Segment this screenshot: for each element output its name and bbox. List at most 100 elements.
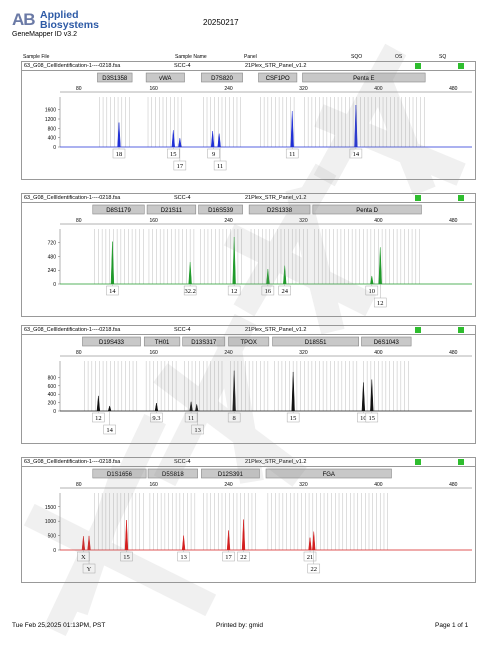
allele-label-box: [184, 412, 198, 423]
marker-label: TPOX: [241, 340, 257, 346]
y-tick-label: 1600: [45, 108, 56, 114]
col-sq: SQ: [439, 54, 447, 60]
marker-bin: [182, 336, 226, 347]
peak: [232, 370, 236, 412]
allele-label-box: [191, 424, 204, 435]
marker-label: D13S317: [191, 340, 217, 346]
marker-bin: [92, 468, 147, 479]
x-tick-label: 480: [449, 482, 458, 488]
allele-label: 11: [289, 151, 295, 158]
allele-label: 15: [123, 554, 129, 561]
allele-label: 14: [106, 427, 113, 434]
allele-label-box: [120, 551, 133, 562]
marker-bin: [198, 204, 243, 215]
marker-bin: [258, 72, 298, 83]
marker-bin: [146, 204, 197, 215]
allele-label-box: [150, 412, 163, 423]
peak: [107, 405, 112, 412]
marker-bin: [265, 468, 392, 479]
sq-status-icon: [458, 195, 464, 201]
peak: [370, 379, 374, 412]
panel-titlebar: 63_G08_CellIdentification-1----0218.fsa …: [22, 194, 475, 203]
x-tick-label: 320: [299, 86, 308, 92]
sample-name: SCC-4: [174, 459, 191, 465]
y-tick-label: 1000: [45, 519, 56, 525]
peak: [110, 241, 115, 285]
marker-bin: [143, 336, 181, 347]
electropherogram-panel-blue: 63_G08_CellIdentification-1----0218.fsa …: [21, 61, 476, 180]
marker-label: D3S1358: [102, 76, 128, 82]
peak: [171, 130, 175, 148]
sq-status-icon: [458, 459, 464, 465]
x-tick-label: 480: [449, 218, 458, 224]
allele-label: 15: [369, 415, 376, 422]
peak: [283, 265, 287, 285]
peak: [117, 122, 121, 148]
panel-name: 21Plex_STR_Panel_v1.2: [245, 459, 307, 465]
allele-label: X: [81, 554, 86, 561]
allele-label-box: [373, 297, 387, 308]
allele-label: 14: [109, 288, 116, 295]
y-tick-label: 400: [48, 392, 57, 398]
allele-label: 32.2: [184, 288, 195, 295]
allele-label-box: [207, 148, 220, 159]
electropherogram-panel-red: 63_G08_CellIdentification-1----0218.fsa …: [21, 457, 476, 583]
allele-label-box: [261, 285, 275, 296]
y-tick-label: 1500: [45, 505, 56, 511]
allele-label-box: [112, 148, 126, 159]
os-status-icon: [415, 459, 421, 465]
col-panel: Panel: [244, 54, 257, 60]
sample-name: SCC-4: [174, 327, 191, 333]
sample-name: SCC-4: [174, 63, 191, 69]
allele-label-box: [303, 551, 317, 562]
allele-label: 14: [353, 151, 360, 158]
marker-label: D16S539: [208, 208, 234, 214]
allele-label-box: [286, 412, 300, 423]
y-tick-label: 0: [53, 282, 56, 288]
allele-label-box: [177, 551, 190, 562]
allele-label: 10: [369, 288, 376, 295]
marker-label: TH01: [155, 340, 170, 346]
peak: [195, 404, 199, 412]
peak: [361, 382, 366, 412]
allele-label-box: [307, 563, 321, 574]
peak: [291, 371, 295, 412]
x-tick-label: 160: [149, 86, 158, 92]
sq-status-icon: [458, 327, 464, 333]
allele-label: 12: [95, 415, 102, 422]
marker-bin: [147, 468, 198, 479]
allele-label-box: [82, 563, 96, 574]
col-sample-file: Sample File: [23, 54, 50, 60]
allele-label-box: [365, 285, 379, 296]
peak: [124, 520, 129, 551]
applied-biosystems-logo: AB Applied Biosystems: [12, 10, 107, 40]
allele-label: 12: [231, 288, 238, 295]
marker-label: D12S391: [218, 472, 244, 478]
y-tick-label: 240: [48, 268, 57, 274]
sample-file-name: 63_G08_CellIdentification-1----0218.fsa: [24, 459, 121, 465]
peak: [266, 269, 270, 285]
run-date: 20250217: [203, 18, 239, 27]
marker-bin: [302, 72, 426, 83]
allele-label: 12: [377, 300, 384, 307]
os-status-icon: [415, 63, 421, 69]
sample-name: SCC-4: [174, 195, 191, 201]
allele-label-box: [227, 412, 241, 423]
peak: [370, 275, 374, 285]
y-tick-label: 0: [53, 548, 56, 554]
x-tick-label: 480: [449, 350, 458, 356]
allele-label-box: [92, 412, 105, 423]
y-tick-label: 200: [48, 401, 57, 407]
peak: [178, 138, 182, 148]
allele-label-box: [173, 160, 187, 171]
marker-bin: [272, 336, 360, 347]
panel-name: 21Plex_STR_Panel_v1.2: [245, 63, 307, 69]
allele-label-box: [106, 285, 119, 296]
x-tick-label: 400: [374, 482, 383, 488]
x-tick-label: 320: [299, 218, 308, 224]
peak: [188, 262, 192, 285]
peak: [241, 519, 246, 551]
marker-label: D8S1179: [106, 208, 131, 214]
marker-bin: [361, 336, 412, 347]
y-tick-label: 720: [48, 241, 57, 247]
